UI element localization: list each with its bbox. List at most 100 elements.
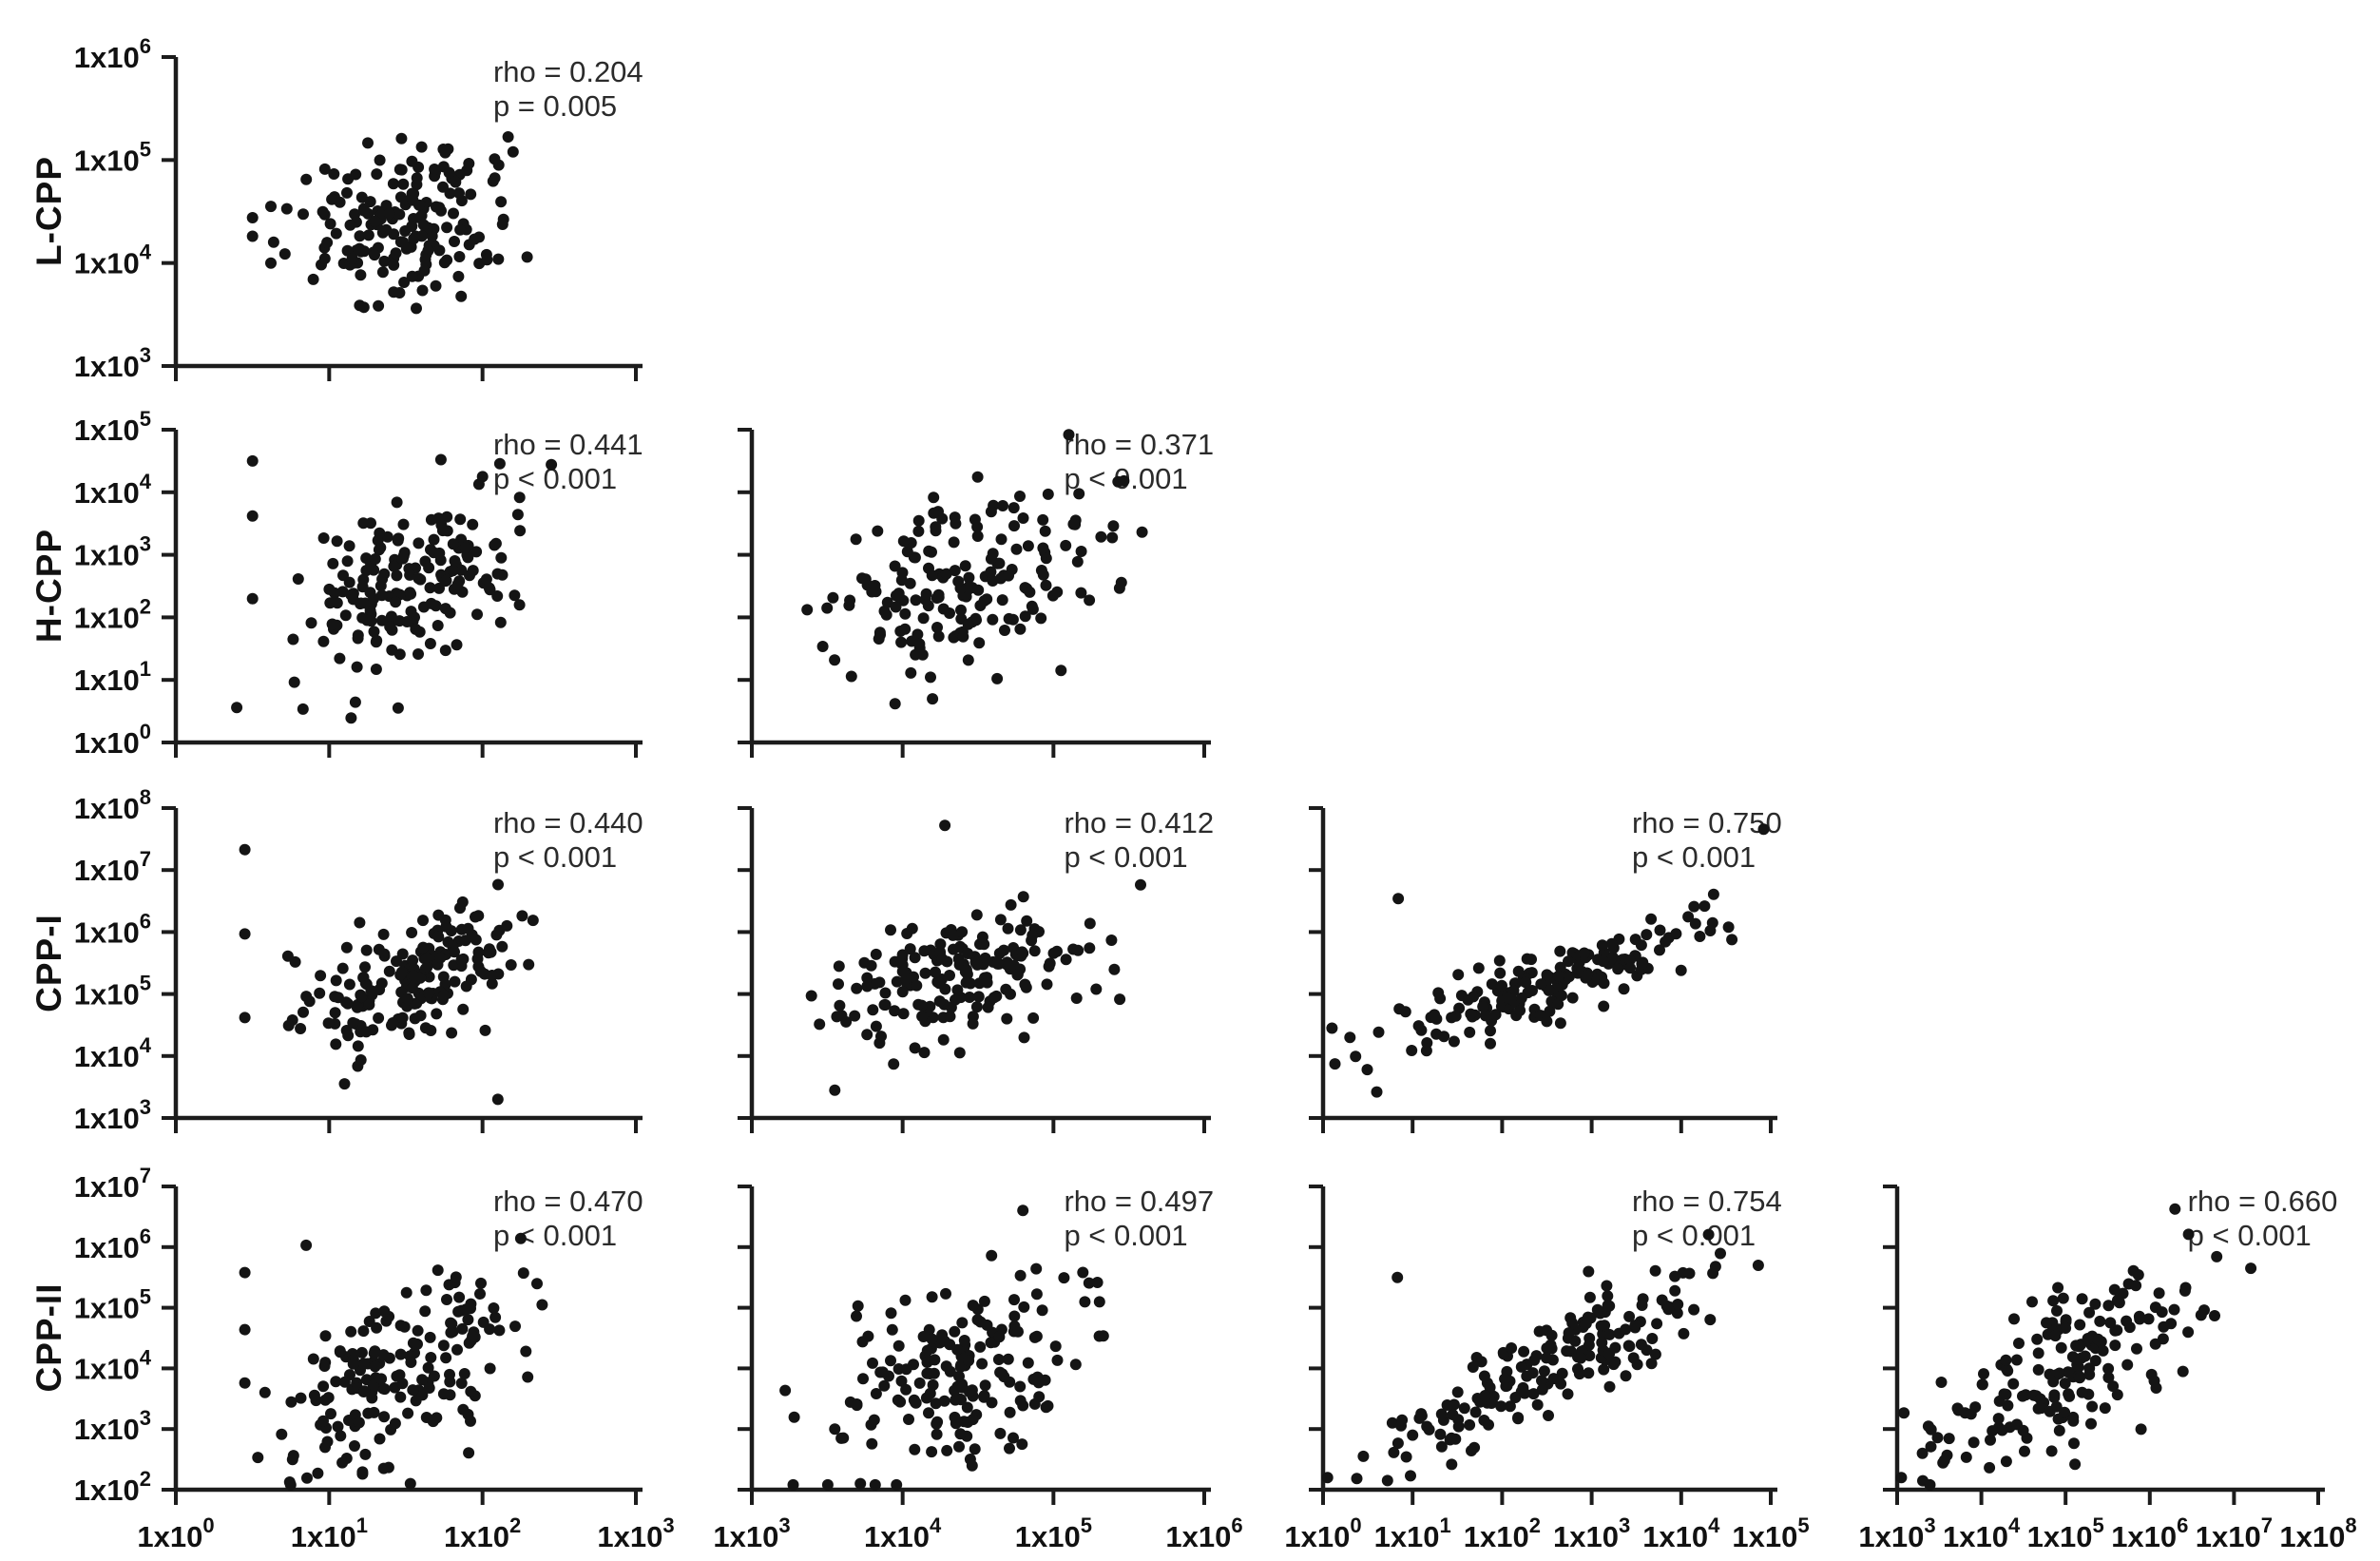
data-point bbox=[948, 536, 960, 549]
data-point bbox=[1624, 962, 1637, 974]
data-point bbox=[417, 941, 430, 954]
data-point bbox=[900, 973, 912, 985]
data-point bbox=[527, 915, 539, 927]
data-point bbox=[2165, 1318, 2178, 1330]
data-point bbox=[317, 635, 330, 647]
data-point bbox=[477, 1316, 489, 1328]
data-point bbox=[1083, 1277, 1095, 1289]
data-point bbox=[432, 620, 444, 631]
data-point bbox=[933, 977, 946, 990]
data-point bbox=[404, 569, 416, 581]
data-point bbox=[1583, 1265, 1595, 1278]
data-point bbox=[913, 1377, 926, 1389]
data-point bbox=[931, 622, 943, 633]
data-point bbox=[890, 601, 902, 613]
data-point bbox=[2019, 1445, 2030, 1457]
data-point bbox=[829, 1084, 841, 1096]
data-point bbox=[1434, 1428, 1447, 1440]
data-point bbox=[397, 178, 410, 190]
data-point bbox=[1671, 1307, 1683, 1320]
data-point bbox=[916, 1011, 929, 1023]
data-point bbox=[845, 670, 857, 683]
data-point bbox=[441, 222, 453, 234]
data-point bbox=[1392, 893, 1405, 905]
data-point bbox=[447, 538, 459, 550]
data-point bbox=[2050, 1400, 2063, 1413]
data-point bbox=[441, 1294, 452, 1305]
data-point bbox=[1452, 1414, 1465, 1426]
data-point bbox=[267, 236, 279, 248]
data-point bbox=[955, 604, 967, 616]
data-point bbox=[339, 609, 352, 622]
data-point bbox=[926, 1291, 938, 1303]
data-point bbox=[787, 1478, 799, 1491]
data-point bbox=[430, 279, 442, 292]
data-point bbox=[425, 1025, 437, 1036]
data-point bbox=[976, 931, 988, 943]
data-point bbox=[892, 1394, 904, 1406]
data-point bbox=[368, 1347, 380, 1359]
data-point bbox=[954, 1360, 967, 1373]
data-point bbox=[1520, 976, 1532, 989]
data-point bbox=[423, 987, 434, 999]
data-point bbox=[460, 1303, 472, 1316]
data-point bbox=[318, 1360, 331, 1372]
data-point bbox=[1001, 1012, 1013, 1025]
data-point bbox=[380, 223, 393, 236]
rho-annotation: rho = 0.440 bbox=[493, 806, 643, 839]
p-annotation: p < 0.001 bbox=[1064, 840, 1187, 874]
data-point bbox=[1407, 1429, 1419, 1441]
data-point bbox=[958, 1335, 970, 1346]
data-point bbox=[321, 237, 334, 249]
data-point bbox=[2083, 1306, 2096, 1319]
data-point bbox=[993, 947, 1006, 959]
data-point bbox=[298, 208, 309, 221]
data-point bbox=[1527, 1388, 1540, 1400]
data-point bbox=[393, 532, 405, 545]
data-point bbox=[522, 1371, 534, 1383]
data-point bbox=[1702, 1228, 1715, 1241]
y-tick-label: 1x106 bbox=[74, 1224, 151, 1264]
data-point bbox=[997, 500, 1008, 511]
data-point bbox=[358, 1385, 371, 1397]
data-point bbox=[1706, 916, 1718, 929]
data-point bbox=[1985, 1434, 1996, 1446]
data-point bbox=[1468, 991, 1480, 1003]
data-point bbox=[910, 594, 922, 607]
data-point bbox=[1554, 961, 1566, 973]
data-point bbox=[2123, 1321, 2136, 1334]
data-point bbox=[455, 290, 468, 302]
data-point bbox=[1541, 1342, 1553, 1355]
data-point bbox=[395, 132, 408, 145]
data-point bbox=[952, 953, 965, 965]
data-point bbox=[2085, 1417, 2097, 1430]
data-point bbox=[474, 965, 487, 977]
data-point bbox=[953, 1440, 965, 1453]
x-tick-label: 1x103 bbox=[1553, 1513, 1630, 1553]
data-point bbox=[2060, 1314, 2072, 1326]
data-point bbox=[897, 535, 910, 548]
x-tick-label: 1x106 bbox=[1165, 1513, 1242, 1553]
data-point bbox=[1649, 1348, 1661, 1360]
x-tick-label: 1x102 bbox=[1464, 1513, 1541, 1553]
data-point bbox=[432, 1264, 444, 1277]
data-point bbox=[2108, 1283, 2121, 1296]
data-point bbox=[457, 1003, 470, 1015]
data-point bbox=[425, 597, 437, 609]
data-point bbox=[246, 454, 259, 467]
data-point bbox=[1996, 1424, 2008, 1436]
data-point bbox=[1075, 546, 1087, 557]
data-point bbox=[931, 1417, 943, 1430]
data-point bbox=[890, 589, 902, 602]
data-point bbox=[1898, 1407, 1910, 1419]
data-point bbox=[410, 1395, 422, 1407]
data-point bbox=[1469, 1406, 1482, 1418]
data-point bbox=[419, 254, 432, 265]
y-tick-label: 1x105 bbox=[74, 972, 151, 1012]
data-point bbox=[486, 970, 498, 981]
data-point bbox=[453, 251, 466, 262]
data-point bbox=[2130, 1280, 2142, 1292]
data-point bbox=[495, 551, 508, 564]
data-point bbox=[2047, 1295, 2060, 1307]
